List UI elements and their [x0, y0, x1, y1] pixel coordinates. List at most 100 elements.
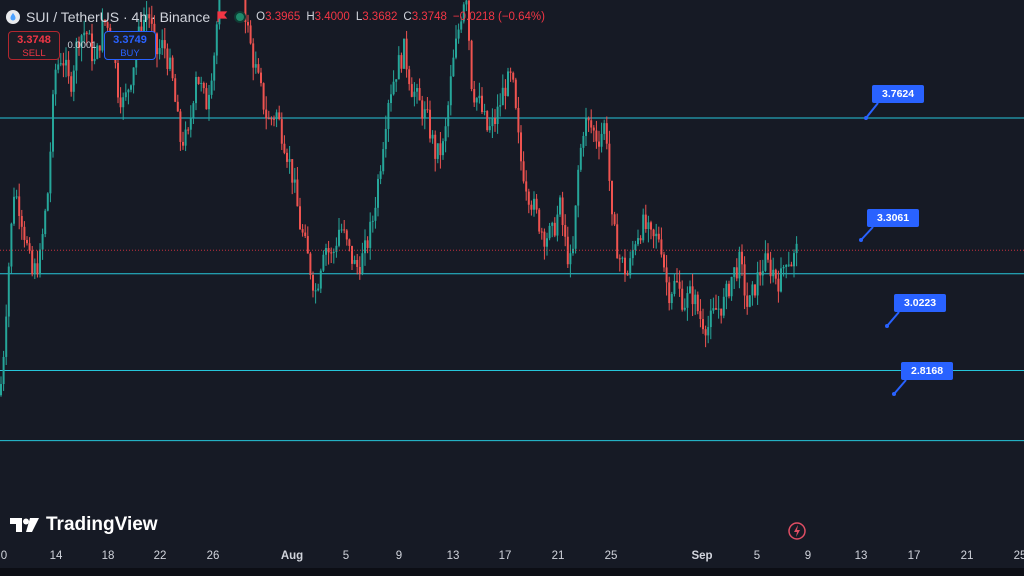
callout-anchor-4 — [892, 392, 896, 396]
candle-body — [579, 147, 582, 170]
candle-body — [75, 41, 78, 71]
level-callout-1[interactable]: 3.7624 — [872, 85, 925, 103]
candle-body — [577, 169, 580, 206]
candle-body — [595, 130, 598, 142]
candle-body — [174, 78, 177, 102]
sell-price: 3.3748 — [17, 34, 51, 46]
candle-body — [683, 307, 686, 310]
candle-body — [252, 43, 255, 68]
candle-body — [293, 179, 296, 183]
candle-body — [356, 259, 359, 267]
candle-body — [306, 236, 309, 254]
candle-body — [364, 240, 366, 254]
callout-leader-4 — [893, 379, 907, 395]
candle-body — [434, 134, 437, 159]
candle-body — [62, 63, 65, 66]
candle-body — [7, 266, 10, 317]
candle-body — [444, 126, 447, 142]
x-tick-label: 5 — [342, 550, 350, 562]
spread-value: 0.0001 — [67, 40, 97, 51]
sell-label: SELL — [22, 48, 46, 59]
candle-body — [57, 64, 60, 70]
candle-body — [631, 250, 634, 259]
candle-body — [717, 308, 720, 310]
candle-body — [215, 24, 218, 56]
candle-body — [150, 18, 153, 24]
candle-body — [540, 231, 543, 233]
candle-body — [504, 87, 507, 96]
candle-body — [764, 253, 767, 271]
tradingview-logo[interactable]: TradingView — [10, 514, 158, 536]
candle-body — [496, 106, 499, 124]
candle-body — [465, 0, 468, 5]
candle-body — [179, 111, 182, 142]
candle-body — [608, 143, 611, 181]
candle-body — [488, 126, 491, 131]
candle-body — [330, 252, 333, 254]
candle-body — [0, 384, 2, 396]
symbol-title[interactable]: SUI / TetherUS · 4h · Binance — [26, 9, 211, 25]
candle-body — [509, 71, 512, 73]
level-callout-2[interactable]: 3.3061 — [867, 209, 920, 227]
candle-body — [343, 229, 346, 231]
candle-body — [265, 109, 268, 119]
candle-body — [743, 264, 746, 296]
market-status-icon[interactable] — [234, 11, 247, 23]
candle-body — [535, 198, 538, 210]
candle-body — [730, 276, 733, 297]
candle-body — [741, 251, 743, 265]
buy-button[interactable]: 3.3749 BUY — [104, 31, 156, 60]
candle-body — [395, 79, 398, 82]
candle-body — [332, 251, 335, 253]
candle-body — [176, 101, 179, 112]
candle-body — [213, 55, 216, 81]
x-tick-label: 5 — [753, 550, 761, 562]
sell-button[interactable]: 3.3748 SELL — [8, 31, 60, 60]
price-chart[interactable] — [0, 0, 1024, 548]
x-tick-label: 14 — [49, 550, 63, 562]
candle-body — [475, 98, 478, 103]
candle-body — [462, 4, 465, 22]
lightning-icon[interactable] — [788, 522, 806, 540]
candle-body — [163, 40, 166, 49]
candle-body — [101, 19, 104, 51]
candle-body — [709, 310, 712, 328]
candle-body — [460, 21, 463, 30]
candle-body — [418, 88, 421, 101]
candle-body — [423, 109, 426, 119]
level-callout-4[interactable]: 2.8168 — [901, 362, 954, 380]
level-callout-3[interactable]: 3.0223 — [894, 294, 947, 312]
candle-body — [400, 55, 403, 69]
candle-body — [338, 229, 340, 246]
high-value: 3.4000 — [314, 11, 350, 23]
candle-body — [124, 92, 127, 98]
candle-body — [569, 253, 572, 265]
candle-body — [312, 275, 314, 291]
candle-body — [457, 29, 460, 39]
candle-body — [319, 270, 322, 289]
candle-body — [309, 253, 312, 276]
candle-body — [202, 83, 205, 89]
candle-body — [413, 91, 416, 97]
candle-body — [10, 223, 13, 267]
flag-icon[interactable] — [216, 11, 228, 23]
candle-body — [301, 229, 304, 233]
candle-body — [611, 180, 613, 215]
candle-body — [767, 253, 769, 260]
x-tick-label: 17 — [907, 550, 921, 562]
candle-body — [184, 129, 187, 146]
candle-body — [665, 267, 668, 283]
candle-body — [273, 118, 275, 120]
x-tick-label: 25 — [1013, 550, 1024, 562]
x-tick-label: 0 — [0, 550, 8, 562]
candle-body — [244, 0, 247, 23]
candle-body — [772, 269, 775, 277]
candle-body — [720, 308, 723, 316]
x-tick-label: 21 — [551, 550, 565, 562]
candle-body — [249, 25, 252, 44]
candle-body — [585, 118, 587, 136]
candle-body — [52, 94, 54, 152]
time-axis[interactable]: 0 14 18 22 26 Aug 5 9 13 17 21 25 Sep 5 9 13 17 21 25 — [0, 548, 1024, 568]
candle-body — [647, 222, 650, 230]
x-tick-label: 21 — [960, 550, 974, 562]
